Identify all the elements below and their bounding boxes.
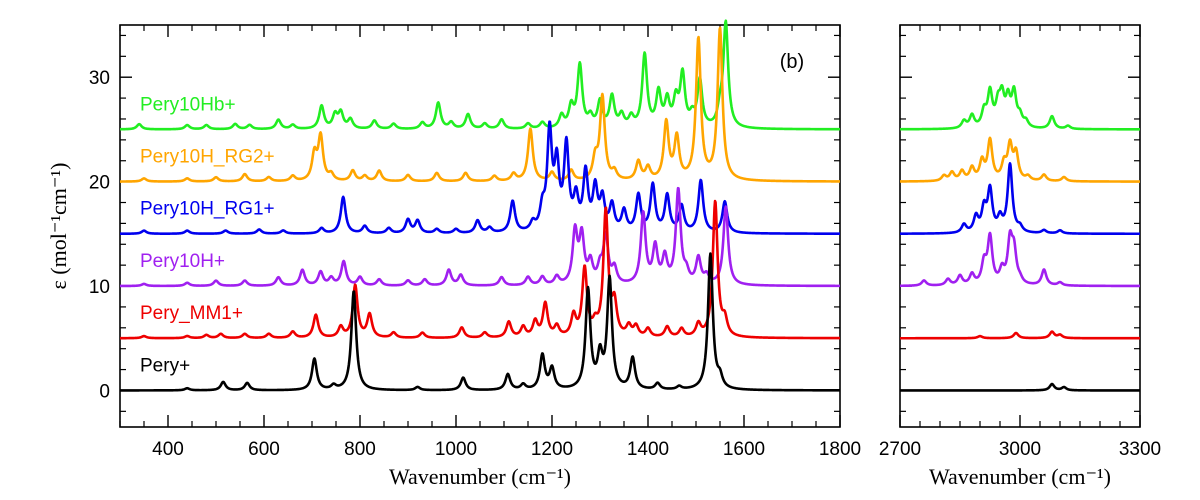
panel-right-frame	[899, 24, 1141, 428]
x-tick-label-main: 600	[248, 439, 280, 460]
y-axis-title: ε (mol⁻¹cm⁻¹)	[46, 163, 71, 290]
y-tick-label: 20	[89, 173, 110, 194]
series-line-Pery10H+	[119, 186, 841, 288]
x-tick-label-right: 2700	[879, 439, 921, 460]
series-line-Pery10H_RG1+	[899, 162, 1141, 236]
x-axis-title-right: Wavenumber (cm⁻¹)	[929, 464, 1111, 489]
series-line-Pery10H_RG1+	[119, 120, 841, 236]
y-tick-label: 10	[89, 277, 110, 298]
series-label-Pery+: Pery+	[140, 355, 190, 376]
series-line-Pery_MM1+	[119, 199, 841, 340]
x-tick-label-main: 1800	[819, 439, 861, 460]
series-label-Pery10H_RG2+: Pery10H_RG2+	[140, 147, 275, 168]
series-line-Pery10H+	[899, 228, 1141, 288]
series-line-Pery_MM1+	[899, 330, 1141, 340]
y-axis: 0 10 20 30	[89, 68, 110, 402]
x-tick-label-main: 1200	[531, 439, 573, 460]
series-label-Pery10H+: Pery10H+	[140, 251, 225, 272]
series-line-Pery+	[119, 252, 841, 392]
series-line-Pery+	[899, 382, 1141, 392]
y-tick-label: 0	[99, 381, 110, 402]
x-tick-label-right: 3300	[1119, 439, 1161, 460]
series-label-Pery_MM1+: Pery_MM1+	[140, 303, 243, 324]
x-tick-label-main: 400	[152, 439, 184, 460]
x-tick-label-main: 800	[344, 439, 376, 460]
series-label-Pery10Hb+: Pery10Hb+	[140, 94, 236, 115]
panel-main: 400 600 800 1000 1200 1400 1600 1800 Pery10Hb+ Pe…	[119, 19, 861, 489]
x-tick-label-right: 3000	[999, 439, 1041, 460]
y-tick-label: 30	[89, 68, 110, 89]
x-tick-label-main: 1600	[723, 439, 765, 460]
x-axis-title-main: Wavenumber (cm⁻¹)	[389, 464, 571, 489]
panel-label: (b)	[780, 51, 804, 73]
x-tick-label-main: 1400	[627, 439, 669, 460]
series-line-Pery10H_RG2+	[899, 136, 1141, 183]
series-line-Pery10Hb+	[119, 19, 841, 131]
panel-right: 2700 3000 3300 Wavenumber (cm⁻¹)	[879, 24, 1161, 489]
series-line-Pery10Hb+	[899, 83, 1141, 131]
x-tick-label-main: 1000	[435, 439, 477, 460]
series-line-Pery10H_RG2+	[119, 26, 841, 183]
series-label-Pery10H_RG1+: Pery10H_RG1+	[140, 199, 275, 220]
